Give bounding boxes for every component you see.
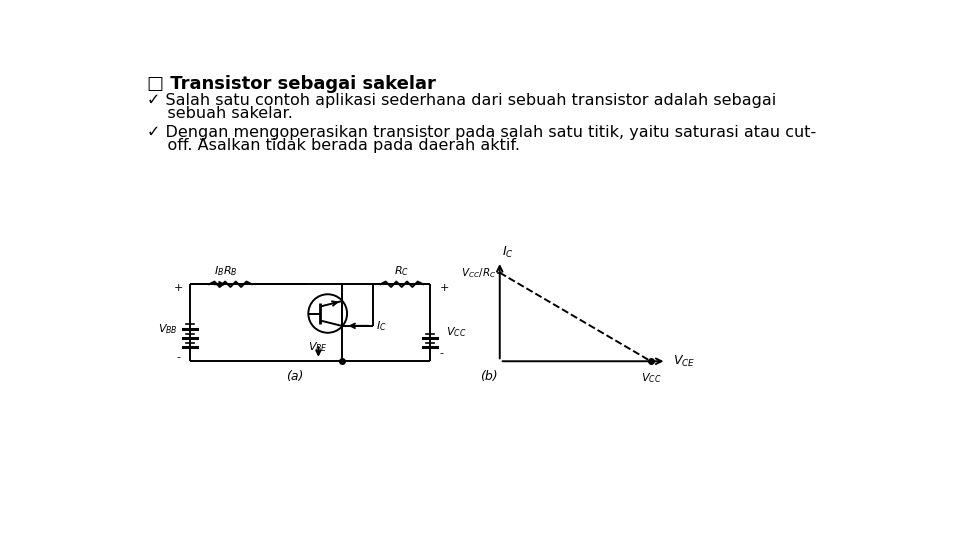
Text: ✓ Dengan mengoperasikan transistor pada salah satu titik, yaitu saturasi atau cu: ✓ Dengan mengoperasikan transistor pada … [147, 125, 816, 140]
Text: (a): (a) [286, 370, 303, 383]
Text: □ Transistor sebagai sakelar: □ Transistor sebagai sakelar [147, 75, 436, 93]
Text: $I_B$: $I_B$ [214, 264, 225, 278]
Text: $R_C$: $R_C$ [394, 264, 409, 278]
Text: sebuah sakelar.: sebuah sakelar. [147, 106, 293, 122]
Text: $V_{CC}$: $V_{CC}$ [445, 325, 466, 339]
Text: $V_{BE}$: $V_{BE}$ [308, 340, 328, 354]
Text: +: + [440, 283, 448, 293]
Text: $V_{CC}$: $V_{CC}$ [640, 372, 661, 385]
Text: $I_C$: $I_C$ [502, 245, 514, 260]
Text: $V_{CC}/ R_C$: $V_{CC}/ R_C$ [462, 266, 496, 280]
Text: $V_{BB}$: $V_{BB}$ [158, 322, 178, 336]
Text: ✓ Salah satu contoh aplikasi sederhana dari sebuah transistor adalah sebagai: ✓ Salah satu contoh aplikasi sederhana d… [147, 93, 777, 109]
Text: $I_C$: $I_C$ [375, 319, 387, 333]
Text: off. Asalkan tidak berada pada daerah aktif.: off. Asalkan tidak berada pada daerah ak… [147, 138, 520, 153]
Text: (b): (b) [480, 370, 498, 383]
Text: -: - [440, 348, 444, 359]
Text: $R_B$: $R_B$ [223, 264, 237, 278]
Text: $V_{CE}$: $V_{CE}$ [673, 354, 695, 369]
Text: -: - [177, 352, 180, 362]
Text: +: + [174, 283, 183, 293]
